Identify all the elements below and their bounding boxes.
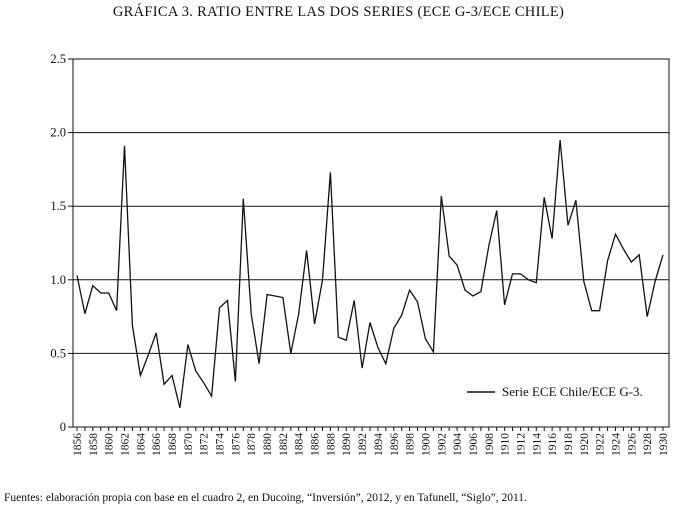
series-line xyxy=(76,139,664,409)
x-tick-label: 1914 xyxy=(531,433,543,456)
x-tick-label: 1930 xyxy=(658,433,670,456)
x-tick-label: 1892 xyxy=(357,433,369,456)
x-tick-label: 1908 xyxy=(484,433,496,456)
x-tick-label: 1866 xyxy=(151,433,163,456)
x-tick-label: 1888 xyxy=(325,433,337,456)
y-tick-label: 2.5 xyxy=(50,52,66,66)
x-tick-label: 1918 xyxy=(563,433,575,456)
x-tick-label: 1864 xyxy=(135,433,147,456)
x-tick-label: 1906 xyxy=(468,433,480,456)
x-tick-label: 1876 xyxy=(230,433,242,456)
x-tick-label: 1890 xyxy=(341,433,353,456)
x-tick-label: 1924 xyxy=(610,433,622,456)
x-tick-label: 1920 xyxy=(579,433,591,456)
x-tick-label: 1878 xyxy=(246,433,258,456)
y-tick-label: 1.0 xyxy=(50,273,66,287)
x-tick-label: 1916 xyxy=(547,433,559,456)
plot-frame xyxy=(72,58,670,428)
x-tick-label: 1884 xyxy=(294,433,306,456)
y-tick-label: 0 xyxy=(60,420,66,434)
x-tick-label: 1880 xyxy=(262,433,274,456)
x-tick-label: 1860 xyxy=(104,433,116,456)
x-tick-label: 1858 xyxy=(88,433,100,456)
x-tick-label: 1912 xyxy=(515,433,527,456)
y-tick-label: 1.5 xyxy=(50,199,66,213)
x-tick-label: 1886 xyxy=(310,433,322,456)
x-tick-label: 1898 xyxy=(405,433,417,456)
x-tick-label: 1900 xyxy=(420,433,432,456)
chart-title: GRÁFICA 3. RATIO ENTRE LAS DOS SERIES (E… xyxy=(112,4,565,20)
x-tick-label: 1902 xyxy=(436,433,448,456)
x-tick-label: 1904 xyxy=(452,433,464,456)
x-tick-label: 1862 xyxy=(120,433,132,456)
x-tick-label: 1910 xyxy=(500,433,512,456)
x-tick-label: 1872 xyxy=(199,433,211,456)
x-tick-label: 1874 xyxy=(215,433,227,456)
y-tick-label: 2.0 xyxy=(50,126,66,140)
y-tick-label: 0.5 xyxy=(50,346,66,360)
legend-label: Serie ECE Chile/ECE G-3. xyxy=(502,384,643,399)
x-tick-label: 1856 xyxy=(72,433,84,456)
source-note: Fuentes: elaboración propia con base en … xyxy=(4,492,527,504)
x-tick-label: 1928 xyxy=(642,433,654,456)
x-tick-label: 1868 xyxy=(167,433,179,456)
x-tick-label: 1882 xyxy=(278,433,290,456)
x-tick-label: 1926 xyxy=(626,433,638,456)
x-tick-label: 1894 xyxy=(373,433,385,456)
x-tick-label: 1922 xyxy=(595,433,607,456)
x-tick-label: 1896 xyxy=(389,433,401,456)
x-tick-label: 1870 xyxy=(183,433,195,456)
